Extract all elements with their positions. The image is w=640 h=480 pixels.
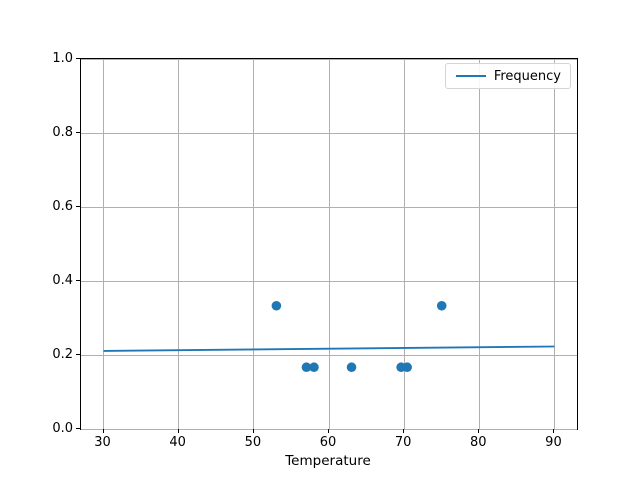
x-tick-mark (478, 429, 480, 433)
x-tick-label: 50 (244, 435, 262, 450)
legend-label: Frequency (493, 68, 561, 84)
x-tick-mark (403, 429, 405, 433)
y-gridline (81, 206, 577, 208)
y-tick-mark (76, 132, 80, 133)
data-layer (103, 300, 555, 373)
x-tick-label: 40 (169, 435, 186, 450)
y-tick-label: 0.6 (52, 198, 73, 214)
x-tick-label: 80 (470, 435, 487, 450)
x-gridline (328, 59, 330, 429)
y-tick-mark (76, 206, 80, 207)
x-tick-mark (177, 429, 179, 433)
y-tick-mark (76, 428, 80, 429)
line-series-frequency (103, 345, 555, 352)
y-tick-label: 0.4 (52, 272, 73, 288)
y-tick-label: 0.2 (52, 346, 73, 362)
x-gridline (178, 59, 180, 429)
x-gridline (103, 59, 105, 429)
scatter-point (436, 300, 447, 311)
scatter-point (402, 362, 412, 373)
y-tick-mark (76, 354, 80, 355)
scatter-point (309, 362, 319, 373)
y-gridline (81, 132, 577, 134)
x-axis-label: Temperature (285, 453, 371, 469)
y-tick-label: 0.8 (52, 124, 73, 140)
scatter-point (346, 362, 357, 373)
x-gridline (403, 59, 405, 429)
x-tick-label: 60 (319, 435, 337, 450)
x-tick-mark (102, 429, 104, 433)
y-gridline (81, 428, 577, 430)
x-gridline (553, 59, 555, 429)
x-tick-label: 30 (94, 435, 111, 450)
x-tick-mark (328, 429, 329, 433)
y-tick-label: 1.0 (52, 50, 73, 66)
legend: Frequency (444, 63, 571, 89)
y-gridline (81, 280, 577, 282)
x-gridline (253, 59, 255, 429)
x-tick-mark (252, 429, 254, 433)
x-gridline (478, 59, 480, 429)
scatter-point (301, 362, 312, 373)
x-tick-label: 90 (545, 435, 562, 450)
y-tick-label: 0.0 (52, 420, 73, 436)
y-gridline (81, 58, 577, 60)
y-tick-mark (76, 280, 80, 281)
y-tick-mark (76, 58, 80, 59)
plot-area: Frequency (80, 58, 578, 430)
x-tick-mark (553, 429, 555, 433)
y-gridline (81, 354, 577, 356)
legend-line-sample-icon (455, 75, 486, 77)
scatter-point (271, 300, 282, 311)
x-tick-label: 70 (394, 435, 412, 450)
